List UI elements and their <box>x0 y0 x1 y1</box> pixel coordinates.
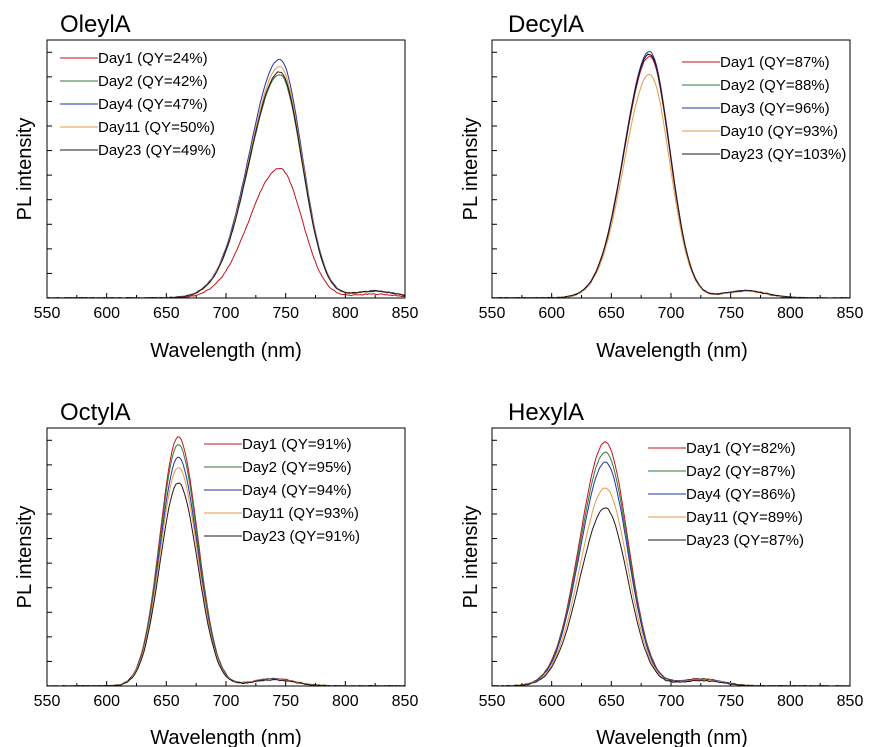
series-line-day2 <box>46 444 406 687</box>
legend-entry: Day1 (QY=91%) <box>242 436 352 453</box>
plot-frame <box>46 39 406 299</box>
series-line-day1 <box>46 168 406 299</box>
legend-entry: Day1 (QY=24%) <box>98 50 208 67</box>
x-tick-label: 600 <box>538 305 565 322</box>
x-tick-label: 600 <box>93 693 120 710</box>
legend-entry: Day3 (QY=96%) <box>720 100 830 117</box>
legend: Day1 (QY=87%) Day2 (QY=88%) Day3 (QY=96%) D… <box>682 54 846 163</box>
x-tick-label: 650 <box>598 693 625 710</box>
plot-frame <box>491 39 851 299</box>
legend-entry: Day4 (QY=94%) <box>242 482 352 499</box>
legend-entry: Day11 (QY=50%) <box>98 119 215 136</box>
panel-oleyla: OleylA Wavelength (nm) PL intensity 550 6… <box>14 11 418 362</box>
x-tick-label: 850 <box>392 305 419 322</box>
y-axis-label: PL intensity <box>14 506 36 609</box>
plot-frame <box>46 427 406 687</box>
x-tick-label: 550 <box>479 305 506 322</box>
panel-title: DecylA <box>508 11 584 38</box>
x-tick-label: 850 <box>392 693 419 710</box>
series-line-day4 <box>492 461 850 687</box>
x-ticks: 550 600 650 700 750 800 850 <box>34 51 419 322</box>
legend: Day1 (QY=24%) Day2 (QY=42%) Day4 (QY=47%) D… <box>60 50 216 159</box>
x-tick-label: 550 <box>34 305 61 322</box>
series-line-day11 <box>46 467 406 687</box>
panel-octyla: OctylA Wavelength (nm) PL intensity 550 6… <box>14 399 418 747</box>
panel-title: OleylA <box>60 11 131 38</box>
legend-entry: Day4 (QY=86%) <box>686 486 796 503</box>
panel-hexyla: HexylA Wavelength (nm) PL intensity 550 6… <box>460 399 863 747</box>
x-ticks: 550 600 650 700 750 800 850 <box>34 439 419 710</box>
legend-entry: Day23 (QY=91%) <box>242 528 360 545</box>
x-tick-label: 700 <box>213 305 240 322</box>
series-line-day2 <box>491 451 851 687</box>
y-axis-label: PL intensity <box>460 506 482 609</box>
x-axis-label: Wavelength (nm) <box>150 727 302 747</box>
x-axis-label: Wavelength (nm) <box>596 340 748 362</box>
legend-entry: Day23 (QY=87%) <box>686 532 804 549</box>
x-tick-label: 600 <box>93 305 120 322</box>
x-tick-label: 700 <box>213 693 240 710</box>
x-ticks: 550 600 650 700 750 800 850 <box>479 439 864 710</box>
legend-entry: Day2 (QY=95%) <box>242 459 352 476</box>
legend: Day1 (QY=82%) Day2 (QY=87%) Day4 (QY=86%) D… <box>648 440 804 549</box>
x-tick-label: 750 <box>717 305 744 322</box>
x-tick-label: 550 <box>34 693 61 710</box>
legend-entry: Day4 (QY=47%) <box>98 96 208 113</box>
plot-frame <box>491 427 851 687</box>
legend-entry: Day23 (QY=103%) <box>720 146 846 163</box>
legend-entry: Day1 (QY=87%) <box>720 54 830 71</box>
x-tick-label: 650 <box>598 305 625 322</box>
legend-entry: Day1 (QY=82%) <box>686 440 796 457</box>
x-axis-label: Wavelength (nm) <box>596 727 748 747</box>
x-tick-label: 700 <box>658 305 685 322</box>
x-tick-label: 700 <box>658 693 685 710</box>
legend-entry: Day11 (QY=89%) <box>686 509 803 526</box>
x-tick-label: 650 <box>153 693 180 710</box>
plot-area <box>491 441 851 687</box>
x-tick-label: 750 <box>272 693 299 710</box>
x-tick-label: 650 <box>153 305 180 322</box>
panel-decyla: DecylA Wavelength (nm) PL intensity 550 6… <box>460 11 863 362</box>
legend: Day1 (QY=91%) Day2 (QY=95%) Day4 (QY=94%) D… <box>204 436 360 545</box>
panel-title: HexylA <box>508 399 584 426</box>
x-tick-label: 550 <box>479 693 506 710</box>
series-line-day1 <box>491 441 850 687</box>
legend-entry: Day2 (QY=88%) <box>720 77 830 94</box>
x-tick-label: 800 <box>777 305 804 322</box>
legend-entry: Day10 (QY=93%) <box>720 123 838 140</box>
x-tick-label: 850 <box>837 305 864 322</box>
legend-entry: Day2 (QY=87%) <box>686 463 796 480</box>
y-axis-label: PL intensity <box>460 118 482 221</box>
x-tick-label: 850 <box>837 693 864 710</box>
x-tick-label: 750 <box>272 305 299 322</box>
legend-entry: Day11 (QY=93%) <box>242 505 359 522</box>
x-tick-label: 800 <box>332 693 359 710</box>
x-axis-label: Wavelength (nm) <box>150 340 302 362</box>
legend-entry: Day2 (QY=42%) <box>98 73 208 90</box>
x-tick-label: 800 <box>777 693 804 710</box>
legend-entry: Day23 (QY=49%) <box>98 142 216 159</box>
panel-title: OctylA <box>60 399 131 426</box>
x-ticks: 550 600 650 700 750 800 850 <box>479 51 864 322</box>
x-tick-label: 600 <box>538 693 565 710</box>
x-tick-label: 800 <box>332 305 359 322</box>
x-tick-label: 750 <box>717 693 744 710</box>
y-axis-label: PL intensity <box>14 118 36 221</box>
